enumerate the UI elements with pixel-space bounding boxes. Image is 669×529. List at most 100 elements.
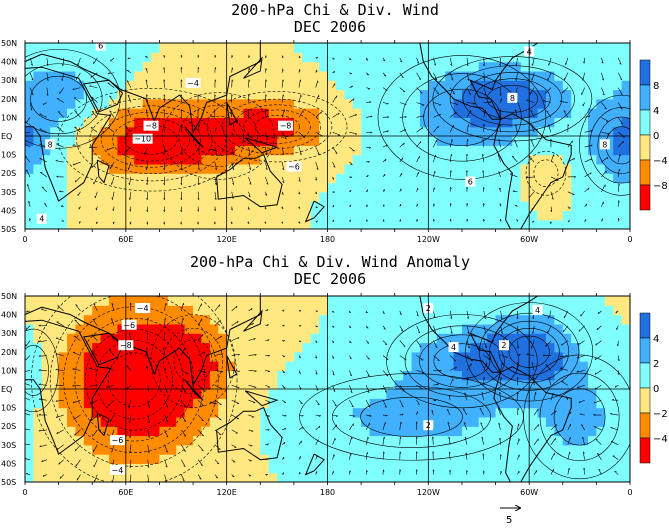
field-cell [302, 351, 312, 362]
field-cell [285, 370, 295, 381]
field-cell [176, 173, 186, 184]
field-cell [545, 407, 555, 418]
wind-vector-head [55, 384, 58, 386]
field-cell [75, 379, 85, 390]
field-cell [520, 296, 530, 306]
field-cell [596, 145, 606, 156]
wind-vector-head [282, 153, 285, 156]
wind-vector [113, 206, 115, 211]
field-cell [369, 163, 379, 174]
wind-vector [146, 162, 148, 171]
field-cell [58, 379, 68, 390]
field-cell [260, 163, 270, 174]
field-cell [327, 323, 337, 334]
field-cell [587, 117, 597, 128]
field-cell [58, 154, 68, 165]
wind-vector-head [89, 85, 92, 87]
wind-vector [127, 94, 132, 103]
field-cell [251, 163, 261, 174]
field-cell [167, 80, 177, 91]
field-cell [579, 305, 589, 316]
wind-vector-head [284, 415, 287, 417]
wind-vector-head [219, 319, 221, 322]
wind-vector-head [25, 327, 27, 330]
wind-vector-head [498, 171, 501, 174]
wind-vector [483, 340, 488, 349]
wind-vector [315, 370, 318, 375]
wind-vector [298, 110, 304, 118]
wind-vector-head [576, 370, 579, 373]
wind-vector [567, 191, 575, 195]
wind-vector-head [146, 182, 148, 186]
field-cell [361, 407, 371, 418]
wind-vector-head [127, 109, 130, 112]
field-cell [461, 370, 471, 381]
field-cell [537, 379, 547, 390]
wind-vector [399, 400, 404, 407]
field-cell [50, 98, 60, 109]
wind-vector [111, 303, 115, 311]
wind-vector [416, 370, 425, 374]
field-cell [218, 154, 228, 165]
wind-vector-head [299, 309, 302, 312]
field-cell [495, 70, 505, 81]
field-cell [604, 191, 614, 202]
field-cell [58, 89, 68, 100]
field-cell [487, 201, 497, 211]
field-cell [92, 296, 102, 306]
field-cell [50, 201, 60, 211]
field-cell [134, 126, 144, 137]
field-cell [344, 407, 354, 418]
field-cell [512, 61, 522, 72]
field-cell [613, 444, 623, 455]
field-cell [285, 191, 295, 202]
field-cell [613, 379, 623, 390]
wind-vector [449, 87, 456, 95]
field-cell [520, 416, 530, 427]
field-cell [100, 98, 110, 109]
wind-vector [365, 436, 369, 445]
wind-vector [197, 318, 203, 326]
field-cell [335, 370, 345, 381]
field-cell [277, 454, 287, 464]
field-cell [293, 389, 303, 399]
field-cell [184, 43, 194, 53]
field-cell [361, 201, 371, 211]
field-cell [243, 463, 253, 474]
field-cell [596, 463, 606, 474]
field-cell [50, 444, 60, 455]
wind-vector [349, 161, 353, 165]
field-cell [403, 154, 413, 165]
field-cell [587, 472, 597, 482]
wind-vector-head [368, 405, 371, 408]
wind-vector-head [578, 329, 580, 332]
wind-vector-head [418, 331, 421, 334]
field-cell [613, 426, 623, 437]
wind-vector-head [38, 383, 41, 385]
wind-vector [147, 414, 150, 423]
wind-vector [548, 377, 552, 386]
wind-vector-head [531, 331, 534, 334]
wind-vector [129, 302, 132, 311]
field-cell [411, 173, 421, 184]
field-cell [335, 136, 345, 146]
wind-vector [548, 57, 552, 66]
field-cell [277, 201, 287, 211]
field-cell [193, 333, 203, 344]
field-cell [478, 145, 488, 156]
wind-vector-head [465, 452, 468, 455]
wind-vector [214, 370, 223, 372]
field-cell [419, 333, 429, 344]
field-cell [159, 426, 169, 437]
wind-vector [147, 400, 151, 408]
wind-vector [76, 72, 81, 80]
wind-vector [129, 176, 132, 185]
field-cell [587, 210, 597, 221]
wind-vector-head [72, 384, 75, 387]
field-cell [67, 210, 77, 221]
wind-vector [94, 474, 98, 482]
field-cell [478, 43, 488, 53]
wind-vector-head [369, 101, 372, 104]
field-cell [327, 407, 337, 418]
field-cell [613, 323, 623, 334]
